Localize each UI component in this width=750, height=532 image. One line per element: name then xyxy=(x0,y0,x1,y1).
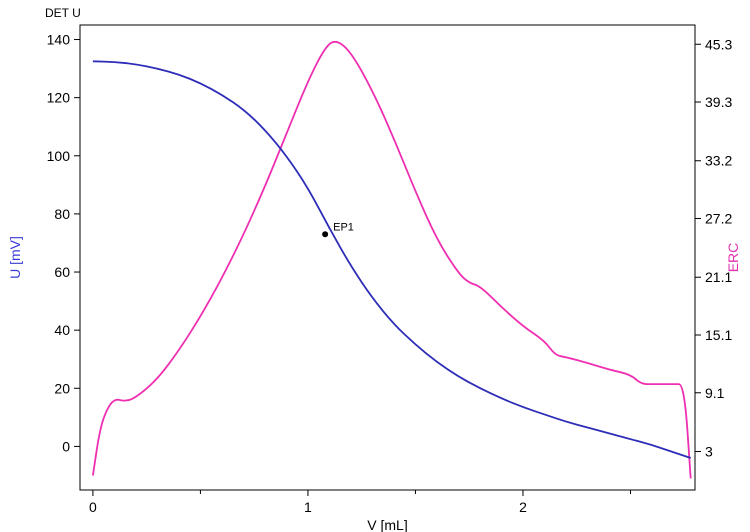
y-right-tick-label: 39.3 xyxy=(705,94,732,110)
y-right-tick-label: 9.1 xyxy=(705,385,725,401)
x-tick-label: 0 xyxy=(89,499,97,515)
y-right-axis-title: ERC xyxy=(725,243,741,273)
x-axis-title: V [mL] xyxy=(367,517,407,532)
y-right-tick-label: 15.1 xyxy=(705,327,732,343)
series-u xyxy=(93,61,691,458)
plot-border xyxy=(80,25,695,490)
y-left-tick-label: 120 xyxy=(47,90,71,106)
y-right-tick-label: 33.2 xyxy=(705,153,732,169)
y-left-tick-label: 0 xyxy=(62,438,70,454)
y-left-tick-label: 20 xyxy=(54,380,70,396)
y-right-tick-label: 27.2 xyxy=(705,211,732,227)
titration-chart: DET U02040608010012014039.115.121.127.23… xyxy=(0,0,750,532)
x-tick-label: 2 xyxy=(519,499,527,515)
y-left-axis-title: U [mV] xyxy=(7,236,23,279)
y-left-tick-label: 140 xyxy=(47,32,71,48)
ep1-marker xyxy=(322,231,328,237)
chart-svg: DET U02040608010012014039.115.121.127.23… xyxy=(0,0,750,532)
y-left-tick-label: 100 xyxy=(47,148,71,164)
y-right-tick-label: 3 xyxy=(705,443,713,459)
header-label: DET U xyxy=(45,6,81,20)
ep1-label: EP1 xyxy=(333,221,354,233)
y-left-tick-label: 40 xyxy=(54,322,70,338)
y-right-tick-label: 45.3 xyxy=(705,36,732,52)
series-erc xyxy=(93,42,691,479)
y-left-tick-label: 60 xyxy=(54,264,70,280)
y-left-tick-label: 80 xyxy=(54,206,70,222)
x-tick-label: 1 xyxy=(304,499,312,515)
